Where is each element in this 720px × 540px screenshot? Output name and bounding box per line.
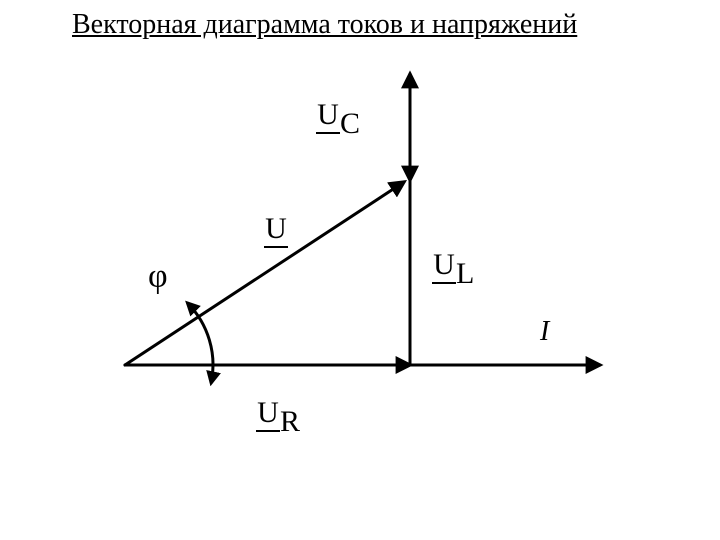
u-l-sub: L	[456, 257, 474, 290]
label-u-l: U L	[432, 250, 474, 289]
u-r-sub: R	[280, 405, 300, 438]
u-r-underline	[256, 430, 280, 432]
u-main: U	[265, 212, 287, 245]
u-c-main: U	[317, 98, 339, 131]
vectors-group	[125, 74, 600, 365]
phi-text: φ	[148, 258, 168, 295]
label-u-r: U R	[256, 398, 300, 437]
label-i: I	[540, 318, 549, 346]
i-text: I	[540, 316, 549, 347]
u-c-underline	[316, 132, 340, 134]
u-c-sub: C	[340, 107, 360, 140]
label-u-c: U C	[316, 100, 360, 139]
u-underline	[264, 246, 288, 248]
vector-diagram-svg	[0, 0, 720, 540]
u-l-main: U	[433, 248, 455, 281]
u-l-underline	[432, 282, 456, 284]
u-r-main: U	[257, 396, 279, 429]
label-phi: φ	[148, 260, 168, 294]
label-u: U	[264, 214, 288, 248]
